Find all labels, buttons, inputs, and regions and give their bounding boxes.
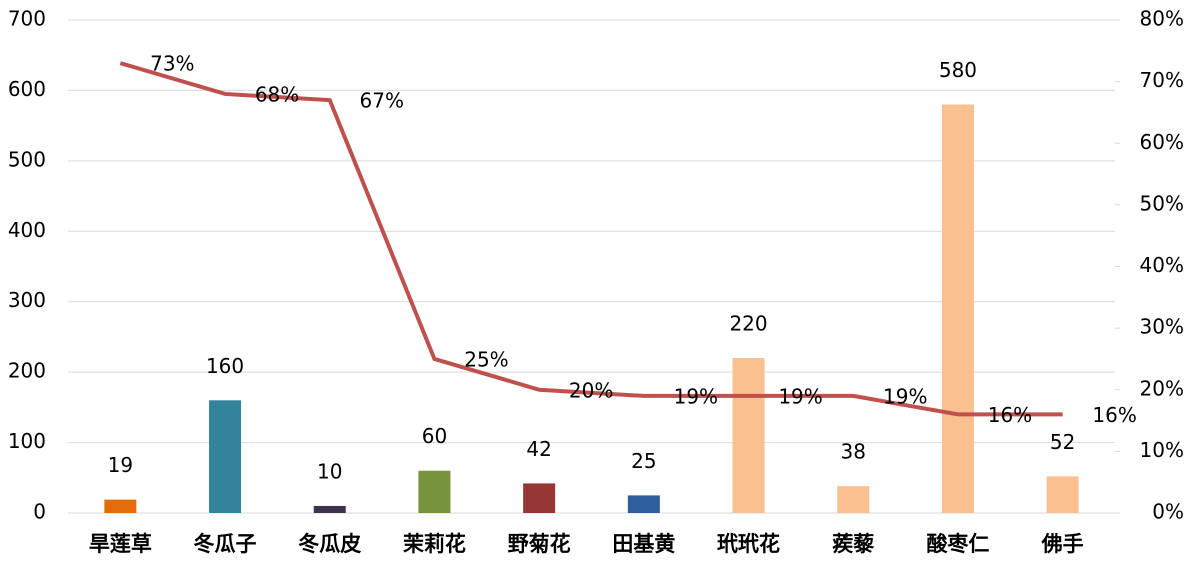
bar-value-label: 52	[1050, 430, 1075, 454]
line-value-label: 19%	[674, 384, 718, 408]
y2-tick-label: 20%	[1140, 376, 1184, 400]
bar-value-label: 10	[317, 459, 342, 483]
y-tick-label: 600	[8, 77, 46, 101]
line-value-label: 73%	[150, 52, 194, 76]
y2-tick-label: 80%	[1140, 7, 1184, 31]
bar	[523, 483, 556, 513]
bar-value-label: 25	[631, 449, 656, 473]
y-tick-label: 200	[8, 359, 46, 383]
y2-tick-label: 70%	[1140, 68, 1184, 92]
bar-value-label: 38	[841, 440, 866, 464]
x-tick-label: 冬瓜子	[194, 532, 257, 556]
y2-tick-label: 40%	[1140, 253, 1184, 277]
x-tick-label: 酸枣仁	[926, 532, 989, 556]
bar	[941, 104, 974, 513]
bar	[104, 499, 137, 513]
bar	[313, 505, 346, 513]
bar	[837, 486, 870, 513]
bar	[209, 400, 242, 513]
line-value-label: 67%	[360, 89, 404, 113]
bar-value-label: 42	[526, 437, 551, 461]
line-value-label: 68%	[255, 82, 299, 106]
bar-value-label: 19	[108, 453, 133, 477]
bar-value-label: 160	[206, 354, 244, 378]
y2-tick-label: 30%	[1140, 315, 1184, 339]
bar	[732, 358, 765, 513]
line-value-label: 16%	[1092, 403, 1136, 427]
bar	[418, 470, 451, 513]
line	[119, 61, 1063, 417]
line-value-label: 20%	[569, 378, 613, 402]
x-tick-label: 旱莲草	[89, 532, 152, 556]
y-tick-label: 700	[8, 7, 46, 31]
bar	[1046, 476, 1079, 513]
x-tick-label: 玳玳花	[717, 532, 780, 556]
y-tick-label: 100	[8, 429, 46, 453]
line-value-label: 16%	[988, 403, 1032, 427]
line-value-label: 25%	[464, 347, 508, 371]
y-tick-label: 400	[8, 218, 46, 242]
x-tick-label: 蒺藜	[832, 532, 875, 556]
x-tick-label: 茉莉花	[403, 532, 466, 556]
bar-value-label: 220	[729, 312, 767, 336]
bar	[627, 495, 660, 513]
y-tick-label: 300	[8, 288, 46, 312]
x-tick-label: 冬瓜皮	[298, 532, 361, 556]
y-tick-label: 0	[33, 500, 46, 524]
y2-tick-label: 0%	[1152, 500, 1184, 524]
line-value-label: 19%	[883, 384, 927, 408]
line-value-label: 19%	[778, 384, 822, 408]
bar-value-label: 60	[422, 424, 447, 448]
x-tick-label: 佛手	[1041, 532, 1084, 556]
bar-value-label: 580	[939, 58, 977, 82]
x-tick-label: 田基黄	[612, 532, 675, 556]
y2-tick-label: 10%	[1140, 438, 1184, 462]
y2-tick-label: 60%	[1140, 130, 1184, 154]
y2-tick-label: 50%	[1140, 191, 1184, 215]
x-tick-label: 野菊花	[508, 532, 571, 556]
y-tick-label: 500	[8, 147, 46, 171]
